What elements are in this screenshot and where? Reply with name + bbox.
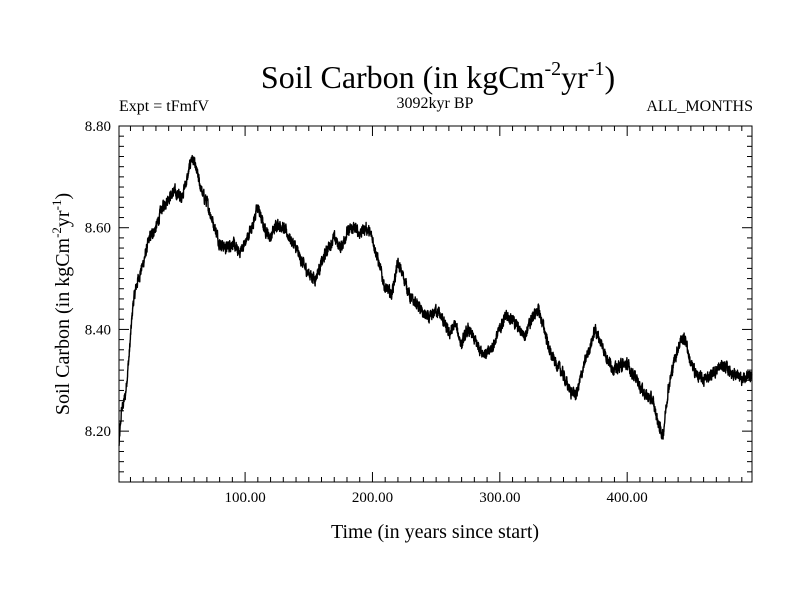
x-axis-label: Time (in years since start) [331, 521, 539, 543]
y-tick-label: 8.60 [85, 221, 111, 237]
experiment-label: Expt = tFmfV [119, 98, 209, 115]
months-label: ALL_MONTHS [646, 98, 753, 115]
x-tick-label: 400.00 [607, 490, 648, 506]
soil-carbon-series-line [118, 154, 753, 447]
y-tick-label: 8.80 [85, 119, 111, 135]
chart-title: Soil Carbon (in kgCm-2yr-1) [261, 58, 615, 95]
y-tick-label: 8.40 [85, 322, 111, 338]
x-tick-label: 300.00 [479, 490, 520, 506]
x-tick-label: 200.00 [352, 490, 393, 506]
period-label: 3092kyr BP [397, 95, 474, 112]
x-tick-label: 100.00 [224, 490, 265, 506]
plot-frame [118, 125, 753, 483]
y-axis-label: Soil Carbon (in kgCm-2yr-1) [49, 193, 74, 415]
y-tick-label: 8.20 [85, 424, 111, 440]
axis-tick-labels: 100.00 200.00 300.00 400.00 8.20 8.40 8.60 8.80 [85, 119, 648, 506]
axis-ticks [119, 125, 752, 483]
